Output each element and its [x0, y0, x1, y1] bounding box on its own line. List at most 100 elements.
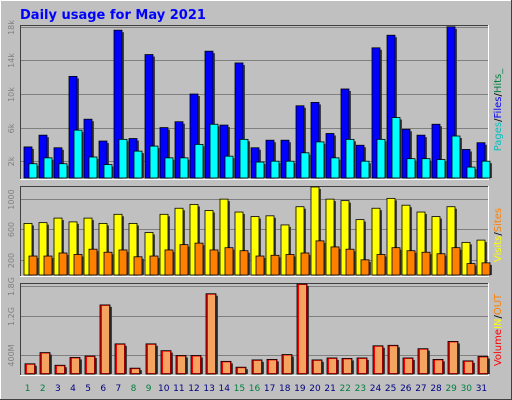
volume-bar — [70, 357, 82, 374]
bar-highlight — [420, 350, 427, 373]
bar-highlight — [208, 295, 215, 373]
day-label: 31 — [476, 384, 487, 394]
bar-body — [210, 250, 218, 275]
bar-body — [180, 245, 188, 275]
bar-body — [377, 139, 385, 178]
day-label: 20 — [309, 384, 321, 394]
sites-bar — [377, 255, 387, 275]
files-bar — [437, 160, 447, 178]
day-label: 26 — [400, 384, 412, 394]
files-bar — [59, 164, 69, 178]
y-tick-label: 1.2G — [7, 307, 16, 326]
bar-body — [482, 161, 490, 178]
sites-bar — [256, 256, 266, 275]
volume-bar — [312, 360, 324, 374]
bar-body — [422, 159, 430, 178]
legend-entry: _ — [493, 68, 504, 75]
sites-bar — [165, 250, 175, 275]
bar-body — [437, 254, 445, 275]
bar-body — [346, 249, 354, 275]
bar-body — [44, 158, 52, 178]
bar-highlight — [57, 366, 64, 373]
y-tick-label: 1000 — [7, 189, 16, 209]
bar-body — [286, 161, 294, 178]
bar-highlight — [344, 359, 351, 373]
bar-body — [422, 252, 430, 275]
bar-body — [119, 139, 127, 178]
bar-body — [74, 130, 82, 178]
day-label: 29 — [445, 384, 457, 394]
volume-bar — [327, 358, 339, 374]
files-bar — [210, 124, 220, 178]
y-tick-label: 200 — [7, 253, 16, 268]
bar-highlight — [359, 359, 366, 373]
sites-bar — [361, 260, 371, 275]
y-tick-label: 400M — [7, 344, 16, 366]
day-label: 8 — [131, 384, 137, 394]
day-label: 22 — [340, 384, 351, 394]
day-label: 27 — [415, 384, 426, 394]
bar-body — [331, 247, 339, 275]
files-bar — [346, 139, 356, 178]
bar-highlight — [238, 368, 245, 373]
files-bar — [195, 144, 205, 178]
volume-bar — [146, 344, 158, 374]
bar-body — [29, 256, 37, 275]
volume-bar — [25, 364, 37, 374]
day-label: 16 — [249, 384, 261, 394]
files-bar — [316, 142, 326, 178]
day-label: 4 — [70, 384, 76, 394]
day-label: 12 — [188, 384, 199, 394]
files-bar — [44, 158, 54, 178]
bar-highlight — [193, 357, 200, 373]
volume-bar — [40, 353, 52, 374]
bar-highlight — [254, 361, 261, 373]
sites-bar — [331, 247, 341, 275]
legend-entry: OUT — [493, 293, 504, 315]
day-label: 15 — [234, 384, 245, 394]
bar-highlight — [72, 358, 79, 373]
y-tick-label: 10k — [7, 87, 16, 102]
bar-highlight — [390, 346, 397, 373]
sites-bar — [392, 248, 402, 275]
sites-bar — [271, 255, 281, 275]
bar-body — [316, 142, 324, 178]
bar-body — [271, 161, 279, 178]
legend-entry: Sites — [493, 208, 504, 232]
volume-bar — [161, 351, 173, 374]
sites-bar — [286, 255, 296, 275]
volume-bar — [85, 356, 97, 374]
files-bar — [377, 139, 387, 178]
bar-body — [240, 139, 248, 178]
volume-bar — [221, 361, 233, 374]
volume-bar — [191, 356, 203, 374]
files-bar — [240, 139, 250, 178]
bar-highlight — [314, 361, 321, 373]
sites-bar — [74, 255, 84, 275]
bar-body — [104, 252, 112, 275]
files-bar — [150, 146, 160, 178]
bar-body — [361, 161, 369, 178]
bar-highlight — [405, 359, 412, 373]
volume-bar — [448, 341, 460, 374]
sites-bar — [422, 252, 432, 275]
bar-highlight — [269, 360, 276, 373]
bar-body — [195, 144, 203, 178]
sites-bar — [407, 251, 417, 275]
bar-body — [271, 255, 279, 275]
legend-entry: Pages — [493, 122, 504, 151]
day-label: 25 — [385, 384, 396, 394]
files-bar — [165, 158, 175, 178]
sites-bar — [452, 248, 462, 275]
volume-bar — [418, 349, 430, 374]
files-bar — [104, 165, 114, 178]
bar-highlight — [299, 285, 306, 373]
sites-bar — [150, 256, 160, 275]
files-bar — [225, 156, 235, 178]
bar-body — [407, 159, 415, 178]
volume-bar — [176, 356, 188, 374]
files-bar — [286, 161, 296, 178]
bar-highlight — [284, 356, 291, 373]
bar-highlight — [27, 365, 34, 373]
